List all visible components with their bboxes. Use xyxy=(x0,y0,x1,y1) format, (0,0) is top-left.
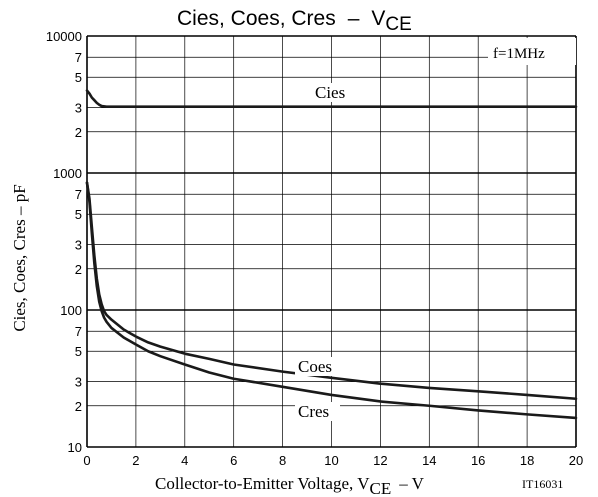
x-tick-label: 20 xyxy=(569,453,583,468)
series-label-backdrop xyxy=(312,83,357,102)
y-tick-label: 3 xyxy=(75,238,82,253)
y-tick-label: 10 xyxy=(68,440,82,455)
y-tick-label: 7 xyxy=(75,324,82,339)
series-line-cres xyxy=(85,181,578,420)
grid xyxy=(86,35,577,448)
tick-labels: 0 2 4 6 8 10 12 14 16 18 20 10000 7 5 3 2 1000 7 5 3 2 100 7 5 3… xyxy=(46,29,583,468)
series-line-cies xyxy=(85,89,578,108)
annotation-backdrop xyxy=(488,38,576,65)
x-tick-label: 8 xyxy=(279,453,286,468)
series-label-coes: Coes xyxy=(298,357,332,376)
y-axis-label: Cies, Coes, Cres – pF xyxy=(10,184,29,331)
y-tick-label: 5 xyxy=(75,344,82,359)
y-tick-label: 5 xyxy=(75,207,82,222)
x-axis-label-unit: – V xyxy=(398,474,424,493)
x-tick-label: 14 xyxy=(422,453,436,468)
y-tick-label: 3 xyxy=(75,101,82,116)
x-tick-label: 0 xyxy=(83,453,90,468)
x-axis-label-text: Collector-to-Emitter Voltage, V xyxy=(155,474,370,493)
x-axis-label-sub: CE xyxy=(369,479,391,497)
chart-title-var: V xyxy=(371,7,385,30)
y-tick-label: 7 xyxy=(75,187,82,202)
x-tick-label: 16 xyxy=(471,453,485,468)
y-tick-label: 100 xyxy=(60,303,82,318)
x-tick-label: 10 xyxy=(324,453,338,468)
chart-title-text: Cies, Coes, Cres xyxy=(177,7,336,30)
chart-title-var-sub: CE xyxy=(385,14,411,35)
series-label-backdrop xyxy=(295,402,340,421)
y-tick-label: 7 xyxy=(75,50,82,65)
y-tick-label: 2 xyxy=(75,125,82,140)
chart-title-dash: – xyxy=(348,7,360,30)
x-tick-label: 18 xyxy=(520,453,534,468)
x-axis-label: Collector-to-Emitter Voltage, VCE – V xyxy=(155,474,425,497)
y-tick-label: 5 xyxy=(75,70,82,85)
x-tick-label: 6 xyxy=(230,453,237,468)
x-tick-label: 12 xyxy=(373,453,387,468)
y-tick-label: 2 xyxy=(75,262,82,277)
y-tick-label: 1000 xyxy=(53,166,82,181)
series-curves xyxy=(85,89,578,420)
series-label-cies: Cies xyxy=(315,83,345,102)
y-tick-label: 3 xyxy=(75,375,82,390)
x-tick-label: 2 xyxy=(132,453,139,468)
frequency-annotation: f=1MHz xyxy=(493,46,545,62)
x-tick-label: 4 xyxy=(181,453,188,468)
series-labels: Cies Coes Cres xyxy=(295,83,357,421)
series-label-cres: Cres xyxy=(298,402,329,421)
y-tick-label: 10000 xyxy=(46,29,82,44)
y-tick-label: 2 xyxy=(75,399,82,414)
series-label-backdrop xyxy=(295,357,340,376)
chart-title: Cies, Coes, Cres – VCE xyxy=(177,7,412,35)
figure-id: IT16031 xyxy=(522,477,563,491)
